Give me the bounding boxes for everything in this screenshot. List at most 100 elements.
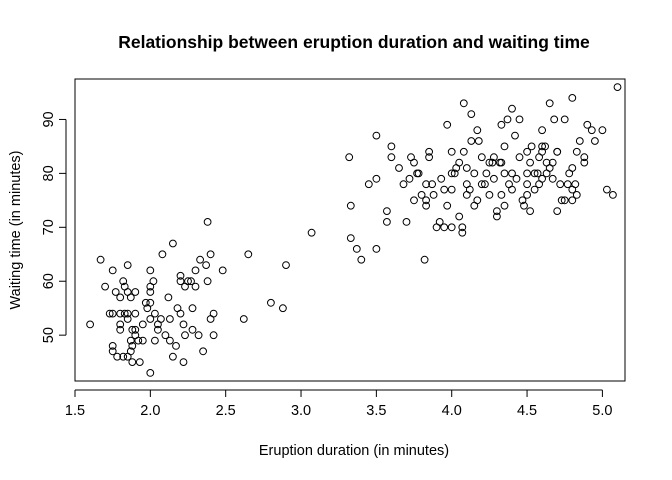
data-point [267, 298, 275, 307]
data-point [166, 315, 174, 323]
data-point [477, 153, 486, 162]
data-point [345, 153, 354, 162]
data-point [572, 147, 581, 156]
data-point [108, 342, 117, 350]
data-point [474, 137, 483, 145]
x-tick-label: 3.0 [291, 403, 311, 419]
data-point [111, 288, 120, 296]
data-point [458, 228, 467, 237]
data-point [435, 218, 444, 226]
data-point [553, 207, 562, 216]
data-point [609, 191, 617, 199]
data-point [508, 169, 516, 178]
data-point [613, 83, 622, 91]
data-point [191, 266, 200, 275]
data-point [196, 255, 205, 264]
data-point [462, 164, 471, 172]
x-tick-label: 3.5 [366, 403, 386, 419]
data-point [523, 147, 531, 156]
x-axis-label: Eruption duration (in minutes) [259, 443, 449, 459]
data-point [169, 352, 177, 361]
data-point [405, 174, 414, 183]
y-tick-label: 70 [41, 219, 57, 235]
data-point [497, 191, 506, 199]
data-point [218, 266, 227, 275]
data-point [497, 158, 506, 167]
data-point [128, 358, 137, 367]
data-point [151, 336, 159, 345]
data-point [467, 137, 476, 145]
data-point [511, 131, 519, 140]
data-point [553, 147, 562, 156]
data-point [135, 358, 144, 367]
data-point [307, 228, 316, 237]
data-point [151, 309, 159, 318]
data-point [191, 282, 200, 291]
data-point [538, 126, 546, 135]
data-point [523, 180, 531, 189]
data-point [500, 201, 509, 210]
x-axis: 1.5 2.0 2.5 3.0 3.5 4.0 4.5 5.0 [65, 389, 612, 419]
data-point [580, 153, 589, 162]
data-point [538, 142, 546, 151]
data-point [568, 94, 577, 102]
data-point [533, 169, 542, 178]
data-point [108, 266, 117, 275]
data-point [447, 223, 456, 232]
data-point [410, 196, 418, 205]
data-point [346, 234, 355, 243]
data-point [157, 315, 165, 323]
y-tick-label: 90 [41, 111, 57, 127]
data-point [164, 293, 173, 302]
y-tick-label: 80 [41, 165, 57, 181]
data-point [116, 325, 125, 334]
data-point [455, 212, 464, 221]
data-point [357, 255, 366, 264]
data-point [538, 174, 546, 183]
data-point [428, 180, 437, 189]
data-point [395, 164, 403, 172]
data-point [86, 320, 94, 329]
data-point [440, 185, 449, 194]
data-point [181, 331, 189, 340]
data-point [447, 147, 456, 156]
data-point [545, 99, 554, 108]
data-point [429, 191, 438, 199]
data-point [364, 180, 373, 189]
data-point [458, 223, 467, 232]
data-point [146, 266, 155, 275]
data-points [86, 83, 622, 377]
data-point [447, 169, 456, 178]
data-point [414, 169, 423, 178]
data-point [575, 137, 584, 145]
data-point [422, 180, 431, 189]
data-point [482, 169, 491, 178]
data-point [279, 304, 287, 313]
data-point [169, 239, 177, 248]
data-point [425, 153, 434, 162]
data-point [126, 293, 135, 302]
data-point [108, 309, 117, 318]
data-point [497, 120, 506, 129]
data-point [131, 309, 140, 318]
x-tick-label: 1.5 [65, 403, 85, 419]
data-point [202, 261, 211, 270]
data-point [138, 336, 147, 345]
data-point [149, 277, 158, 286]
data-point [387, 142, 396, 151]
data-point [209, 309, 218, 318]
data-point [209, 331, 218, 340]
data-point [523, 169, 531, 178]
data-point [459, 99, 468, 108]
data-point [422, 201, 431, 210]
plot-area-border [74, 78, 626, 382]
data-point [443, 120, 452, 129]
data-point [352, 245, 361, 253]
data-point [587, 126, 596, 135]
data-point [116, 293, 125, 302]
data-point [523, 191, 531, 199]
data-point [568, 196, 577, 205]
data-point [123, 315, 132, 323]
data-point [473, 126, 482, 135]
